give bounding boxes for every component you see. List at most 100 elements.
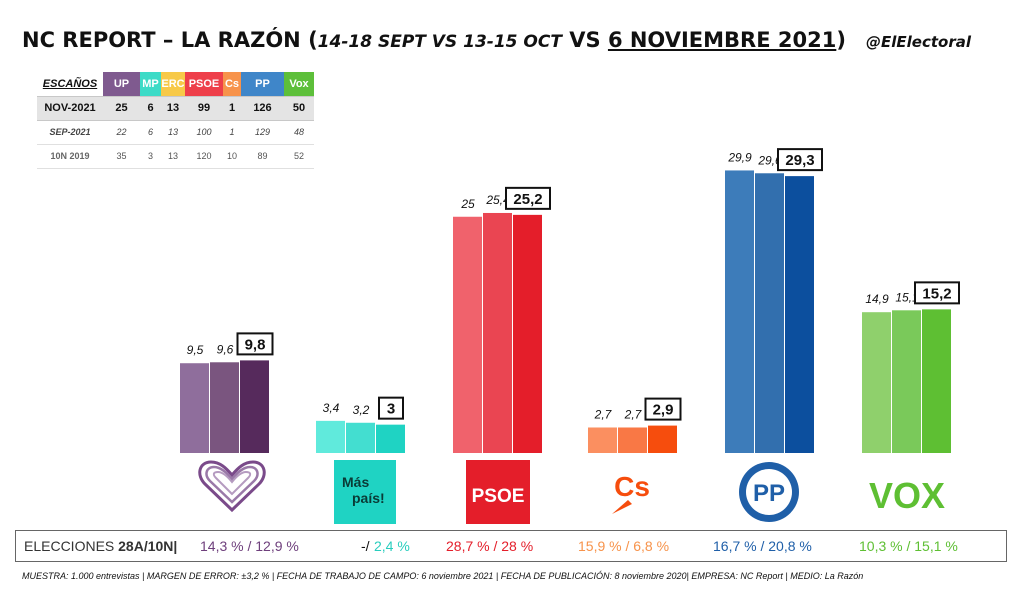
value-box-cs (644, 397, 682, 421)
value-label-pp-2: 29,6 (757, 153, 782, 167)
mas-pais-logo-icon: Más país! (334, 460, 396, 524)
value-label-up-2: 9,6 (217, 342, 234, 356)
seat-cell: 13 (161, 95, 185, 121)
value-label-mp-1: 3,4 (323, 401, 340, 415)
seat-cell: 1 (223, 120, 241, 145)
title-main: NC REPORT – LA RAZÓN ( (22, 28, 318, 52)
psoe-logo-text: PSOE (472, 486, 525, 507)
seat-cell: 10 (223, 144, 241, 169)
mas-pais-logo-text-1: Más (342, 474, 369, 490)
value-label-pp-3: 29,3 (785, 152, 814, 169)
value-label-cs-2: 2,7 (624, 407, 643, 421)
elections-pp: 16,7 % / 20,8 % (713, 538, 812, 554)
seats-col-vox: Vox (284, 72, 314, 96)
bar-vox-2 (892, 310, 921, 453)
elections-cs: 15,9 % / 6,8 % (578, 538, 670, 554)
seat-cell: 52 (284, 144, 314, 169)
value-label-pp-1: 29,9 (727, 150, 752, 164)
seats-header-row: ESCAÑOS UP MP ERC PSOE Cs PP Vox (37, 72, 314, 96)
title-vs: VS (561, 28, 608, 52)
seats-row-10n2019: 10N 2019 35 3 13 120 10 89 52 (37, 144, 314, 169)
seats-col-psoe: PSOE (185, 72, 223, 96)
footer-note: MUESTRA: 1.000 entrevistas | MARGEN DE E… (22, 571, 864, 581)
elections-psoe: 28,7 % / 28 % (446, 538, 534, 554)
seats-col-erc: ERC (161, 72, 185, 96)
row-label: 10N 2019 (37, 144, 103, 169)
value-box-mp (378, 396, 404, 420)
elections-vox: 10,3 % / 15,1 % (859, 538, 958, 554)
elections-mp: 2,4 % (374, 538, 410, 554)
bar-cs-2 (618, 427, 647, 453)
seat-cell: 6 (140, 120, 161, 145)
bar-chart: 9,5 9,6 9,8 3,4 3,2 3 25 25,4 25,2 2,7 2,7 2,9 29,9 2… (180, 148, 960, 524)
elections-label: ELECCIONES 28A/10N| (24, 538, 177, 554)
value-box-up (236, 332, 274, 356)
chart-title: NC REPORT – LA RAZÓN (14-18 SEPT VS 13-1… (22, 28, 872, 52)
bar-vox-3 (922, 309, 951, 453)
seats-col-up: UP (103, 72, 140, 96)
seat-cell: 126 (241, 95, 284, 121)
value-label-vox-3: 15,2 (922, 285, 951, 302)
cs-logo-icon: Cs (612, 471, 650, 514)
value-label-up-3: 9,8 (245, 336, 266, 353)
value-box-psoe (505, 186, 551, 210)
value-label-psoe-3: 25,2 (513, 191, 542, 208)
elections-mp-prefix: -/ (361, 538, 370, 554)
row-label: SEP-2021 (37, 120, 103, 145)
psoe-logo-icon: PSOE (466, 460, 530, 524)
seat-cell: 89 (241, 144, 284, 169)
seats-row-nov2021: NOV-2021 25 6 13 99 1 126 50 (37, 95, 314, 121)
elections-results-bar: ELECCIONES 28A/10N| 14,3 % / 12,9 % -/ 2… (15, 530, 1007, 562)
pp-logo-icon: PP (739, 462, 799, 522)
elections-up: 14,3 % / 12,9 % (200, 538, 299, 554)
bar-pp-2 (755, 173, 784, 453)
seat-cell: 35 (103, 144, 140, 169)
seat-cell: 3 (140, 144, 161, 169)
bar-up-3 (240, 360, 269, 453)
value-label-psoe-2: 25,4 (485, 193, 510, 207)
bar-pp-1 (725, 170, 754, 453)
bar-psoe-3 (513, 214, 542, 453)
value-box-pp (777, 148, 823, 172)
title-date-highlight: 6 NOVIEMBRE 2021 (607, 28, 837, 52)
seat-cell: 13 (161, 120, 185, 145)
value-label-up-1: 9,5 (187, 343, 204, 357)
value-label-vox-1: 14,9 (865, 292, 889, 306)
vox-logo-text: VOX (869, 475, 945, 516)
value-label-mp-3: 3 (387, 401, 395, 418)
seats-col-cs: Cs (223, 72, 241, 96)
elections-label-dates: 28A/10N| (118, 538, 178, 554)
bar-up-1 (180, 363, 209, 453)
seat-cell: 50 (284, 95, 314, 121)
twitter-handle: @ElElectoral (866, 33, 971, 51)
elections-label-text: ELECCIONES (24, 538, 119, 554)
title-close: ) (836, 28, 846, 52)
pp-logo-text: PP (753, 480, 785, 507)
value-label-psoe-1: 25 (460, 197, 475, 211)
vox-logo-icon: VOX (869, 475, 945, 516)
bar-psoe-1 (453, 216, 482, 453)
seats-corner-label: ESCAÑOS (37, 72, 103, 96)
bar-up-2 (210, 362, 239, 453)
value-label-cs-3: 2,9 (653, 402, 674, 419)
value-label-mp-2: 3,2 (353, 403, 370, 417)
seat-cell: 99 (185, 95, 223, 121)
row-label: NOV-2021 (37, 95, 103, 121)
seat-cell: 25 (103, 95, 140, 121)
value-box-vox (914, 281, 960, 305)
seats-row-sep2021: SEP-2021 22 6 13 100 1 129 48 (37, 120, 314, 145)
bar-mp-2 (346, 422, 375, 453)
value-label-cs-1: 2,7 (594, 407, 613, 421)
seat-cell: 1 (223, 95, 241, 121)
bar-cs-1 (588, 427, 617, 453)
up-logo-icon (198, 460, 266, 513)
seat-cell: 22 (103, 120, 140, 145)
bar-pp-3 (785, 176, 814, 454)
seat-cell: 100 (185, 120, 223, 145)
mas-pais-logo-text-2: país! (352, 490, 385, 506)
seat-cell: 48 (284, 120, 314, 145)
seats-col-pp: PP (241, 72, 284, 96)
seats-col-mp: MP (140, 72, 161, 96)
title-dates: 14-18 SEPT VS 13-15 OCT (317, 32, 562, 52)
bar-cs-3 (648, 425, 677, 453)
